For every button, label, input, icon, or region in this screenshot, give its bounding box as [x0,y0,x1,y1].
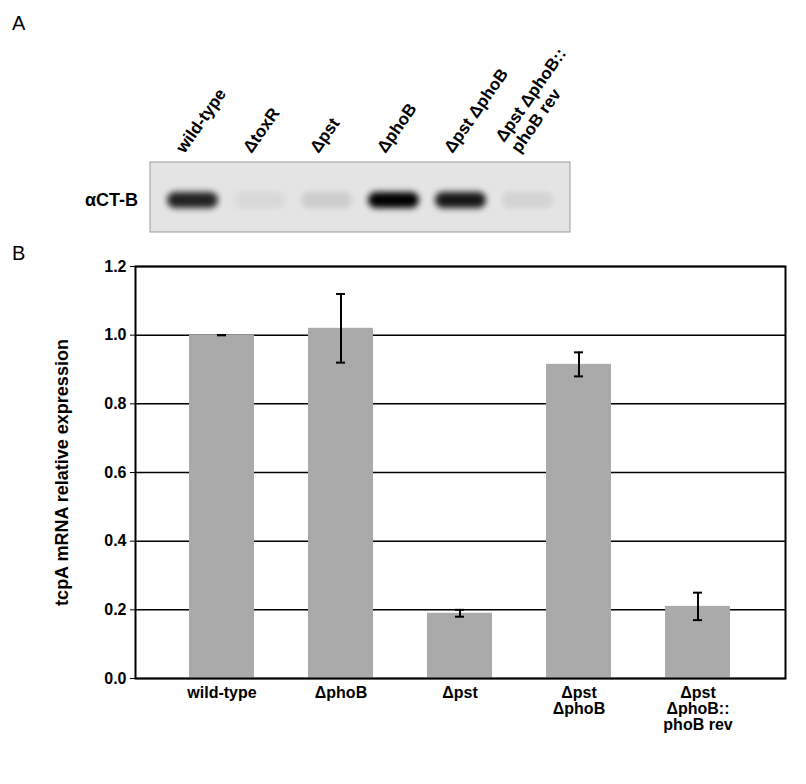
svg-text:Δpst ΔphoB::phoB rev: Δpst ΔphoB::phoB rev [492,45,586,156]
svg-text:0.0: 0.0 [104,670,126,687]
html-text:B: B [12,242,26,264]
svg-text:Δpst ΔphoB: Δpst ΔphoB [440,65,512,156]
svg-text:1.2: 1.2 [104,258,126,275]
svg-text:ΔtoxR: ΔtoxR [239,104,283,156]
svg-text:ΔphoB: ΔphoB [373,100,420,156]
svg-text:Δpst: Δpst [306,114,343,156]
svg-text:wild-type: wild-type [172,85,230,157]
svg-text:0.6: 0.6 [104,464,126,481]
svg-text:ΔpstΔphoB: ΔpstΔphoB [553,684,605,717]
svg-text:1.0: 1.0 [104,326,126,343]
svg-text:wild-type: wild-type [186,684,256,701]
svg-text:tcpA mRNA relative expression: tcpA mRNA relative expression [52,339,72,606]
svg-text:Δpst: Δpst [442,684,478,701]
svg-text:0.8: 0.8 [104,395,126,412]
svg-text:A: A [12,12,26,34]
svg-text:αCT-B: αCT-B [85,190,138,210]
svg-text:0.4: 0.4 [104,532,126,549]
svg-text:0.2: 0.2 [104,601,126,618]
svg-text:ΔpstΔphoB::phoB rev: ΔpstΔphoB::phoB rev [663,684,732,733]
svg-text:ΔphoB: ΔphoB [315,684,367,701]
